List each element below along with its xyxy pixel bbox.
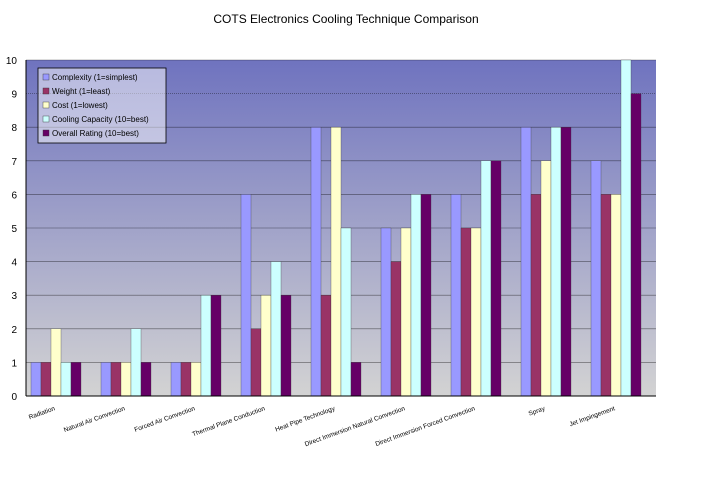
bar-4-2 [130,328,142,397]
bar-4-4 [270,261,282,397]
bar-5-9 [630,93,642,397]
bars [30,59,642,397]
x-tick-label: Natural Air Convection [63,405,127,434]
legend-label: Cooling Capacity (10=best) [52,115,149,124]
bar-3-6 [400,227,412,397]
bar-3-7 [470,227,482,397]
bar-3-5 [330,127,342,397]
x-tick-label: Thermal Plane Conduction [191,405,266,438]
bar-4-8 [550,127,562,397]
bar-5-4 [280,295,292,397]
legend-label: Overall Rating (10=best) [52,129,139,138]
bar-2-2 [110,362,122,397]
bar-2-5 [320,295,332,397]
legend-swatch [42,115,50,123]
bar-1-6 [380,227,392,397]
x-tick-label: Spray [528,405,547,418]
bar-4-1 [60,362,72,397]
bar-2-4 [250,328,262,397]
bar-3-2 [120,362,132,397]
y-tick-label: 1 [11,358,17,369]
legend-swatch [42,129,50,137]
bar-3-9 [610,194,622,397]
bar-2-9 [600,194,612,397]
bar-1-2 [100,362,112,397]
bar-5-6 [420,194,432,397]
legend-box [37,67,167,144]
y-tick-label: 3 [11,291,17,302]
bar-5-8 [560,127,572,397]
bar-3-3 [190,362,202,397]
y-tick-label: 0 [11,392,17,403]
bar-2-3 [180,362,192,397]
bar-5-2 [140,362,152,397]
bar-5-7 [490,160,502,397]
y-tick-label: 2 [11,325,17,336]
x-tick-label: Jet Impingement [569,405,617,428]
y-tick-label: 10 [6,56,18,67]
bar-5-5 [350,362,362,397]
legend-swatch [42,101,50,109]
bar-5-1 [70,362,82,397]
legend-swatch [42,73,50,81]
legend-label: Weight (1=least) [52,87,111,96]
bar-2-1 [40,362,52,397]
x-tick-label: Heat Pipe Technology [274,405,336,433]
y-tick-label: 5 [11,224,17,235]
bar-4-5 [340,227,352,397]
y-tick-labels: 0 1 2 3 4 5 6 7 8 9 10 [6,56,18,403]
bar-4-7 [480,160,492,397]
bar-1-1 [30,362,42,397]
legend-label: Complexity (1=simplest) [52,73,138,82]
bar-1-4 [240,194,252,397]
bar-3-8 [540,160,552,397]
bar-2-6 [390,261,402,397]
bar-1-8 [520,127,532,397]
bar-4-9 [620,59,632,397]
x-category-labels: Radiation Natural Air Convection Forced Ai… [28,405,616,448]
legend-label: Cost (1=lowest) [52,101,108,110]
y-tick-label: 4 [11,258,17,269]
bar-1-9 [590,160,602,397]
chart-title: COTS Electronics Cooling Technique Compa… [213,12,478,26]
bar-3-4 [260,295,272,397]
bar-3-1 [50,328,62,397]
y-tick-label: 9 [11,90,17,101]
bar-2-7 [460,227,472,397]
bar-5-3 [210,295,222,397]
y-tick-label: 7 [11,157,17,168]
y-tick-label: 8 [11,123,17,134]
y-tick-label: 6 [11,190,17,201]
bar-4-6 [410,194,422,397]
bar-1-5 [310,127,322,397]
legend: Complexity (1=simplest) Weight (1=least) C… [37,67,167,144]
bar-2-8 [530,194,542,397]
x-tick-label: Forced Air Convection [134,405,197,434]
legend-swatch [42,87,50,95]
bar-1-3 [170,362,182,397]
bar-4-3 [200,295,212,397]
x-tick-label: Radiation [28,405,57,421]
bar-1-7 [450,194,462,397]
